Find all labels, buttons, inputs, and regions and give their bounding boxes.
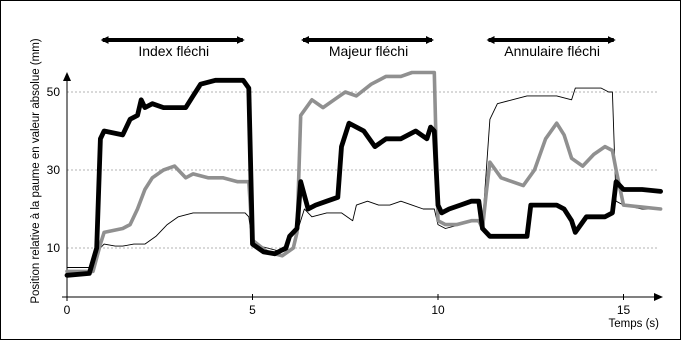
- y-tick-label: 50: [47, 85, 61, 99]
- x-tick-label: 10: [431, 303, 445, 317]
- series-line-3-thin: [66, 87, 662, 268]
- tick-labels: 0 5 10 15 10 30 50: [47, 85, 631, 317]
- x-tick-label: 15: [617, 303, 631, 317]
- y-tick-label: 30: [47, 163, 61, 177]
- gridlines: [67, 91, 658, 249]
- y-axis-title: Position relative à la paume en valeur a…: [30, 38, 42, 303]
- x-tick-label: 0: [64, 303, 71, 317]
- phase-label-2: Majeur fléchi: [329, 43, 408, 59]
- series-line-2-medium: [65, 70, 663, 274]
- series-lines: [64, 70, 663, 278]
- phase-label-1: Index fléchi: [138, 43, 209, 59]
- x-axis-title: Temps (s): [609, 318, 660, 330]
- x-axis-arrow-icon: [654, 293, 663, 301]
- x-tick-label: 5: [249, 303, 256, 317]
- phase-annotations: Index fléchi Majeur fléchi Annulaire fléch…: [100, 36, 616, 59]
- axes: [62, 72, 663, 301]
- y-tick-label: 10: [47, 241, 61, 255]
- series-line-1-thick: [64, 77, 663, 278]
- phase-label-3: Annulaire fléchi: [504, 43, 600, 59]
- y-axis-arrow-icon: [63, 72, 71, 81]
